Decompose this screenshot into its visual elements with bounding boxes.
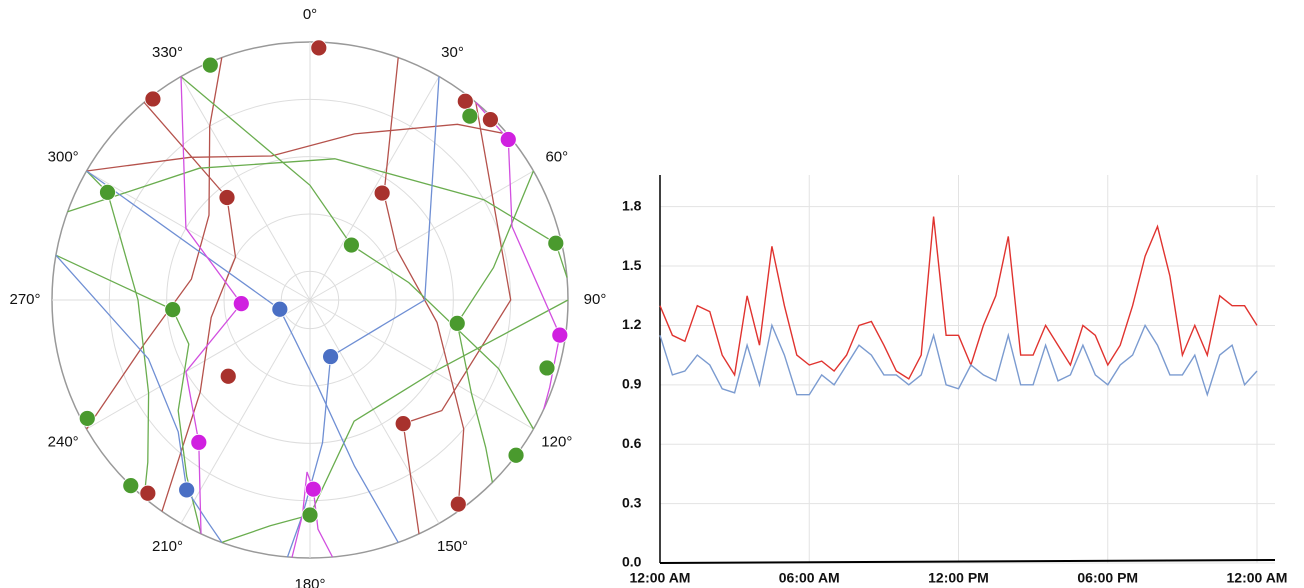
series-line: [659, 323, 1258, 398]
spoke: [86, 170, 311, 301]
x-tick-label: 06:00 PM: [1077, 570, 1138, 586]
az-label: 300°: [48, 148, 79, 165]
track: [86, 170, 399, 543]
az-label: 120°: [541, 433, 572, 450]
az-label: 90°: [584, 291, 607, 308]
satellite: [301, 506, 319, 524]
az-label: 30°: [441, 44, 464, 61]
az-label: 210°: [152, 538, 183, 555]
satellite: [218, 189, 236, 206]
satellite: [99, 183, 116, 201]
spoke: [180, 76, 311, 301]
y-tick-label: 0.9: [622, 376, 642, 392]
spoke: [309, 299, 534, 430]
az-label: 0°: [303, 6, 317, 23]
y-tick-label: 1.8: [622, 197, 642, 213]
y-tick-label: 0.3: [622, 494, 642, 510]
satellite: [461, 107, 479, 125]
spoke: [309, 76, 440, 301]
spoke: [309, 170, 534, 301]
satellite: [232, 295, 250, 313]
track: [67, 158, 568, 278]
satellite: [449, 495, 467, 513]
spoke: [309, 299, 440, 524]
track: [456, 170, 535, 483]
satellite: [164, 301, 182, 318]
satellite: [310, 39, 328, 57]
track: [86, 123, 508, 172]
satellite: [271, 300, 289, 318]
satellite: [139, 484, 157, 502]
satellite: [373, 184, 391, 202]
y-tick-label: 0.6: [622, 435, 642, 451]
az-label: 60°: [545, 148, 568, 165]
az-label: 240°: [48, 433, 79, 450]
series-line: [659, 216, 1258, 380]
satellite: [482, 111, 499, 128]
satellite: [219, 367, 237, 385]
satellite: [322, 348, 339, 365]
track: [143, 101, 237, 512]
y-tick-label: 0.0: [622, 554, 642, 570]
satellite: [343, 236, 360, 254]
track: [383, 57, 465, 512]
az-label: 330°: [152, 44, 183, 61]
track: [291, 471, 334, 558]
satellite: [201, 56, 219, 74]
satellite: [304, 480, 322, 498]
track: [402, 102, 512, 534]
satellite: [190, 433, 208, 451]
satellite: [394, 415, 412, 433]
satellite: [78, 410, 96, 427]
track: [180, 76, 243, 534]
az-label: 270°: [9, 291, 40, 308]
track: [86, 170, 150, 498]
satellite: [551, 326, 569, 344]
satellite: [507, 446, 525, 464]
spoke: [180, 299, 311, 524]
track: [180, 76, 534, 430]
track: [55, 254, 223, 543]
satellite: [499, 131, 517, 148]
spoke: [86, 299, 311, 430]
az-label: 150°: [437, 538, 468, 555]
satellite: [547, 234, 565, 252]
x-tick-label: 12:00 PM: [928, 570, 989, 586]
az-label: 180°: [294, 576, 325, 588]
satellite: [538, 359, 556, 377]
x-tick-label: 12:00 AM: [630, 570, 691, 586]
x-tick-label: 06:00 AM: [779, 570, 840, 586]
satellite: [144, 90, 162, 108]
y-tick-label: 1.5: [622, 257, 642, 273]
track: [286, 76, 440, 558]
y-tick-label: 1.2: [622, 316, 642, 332]
satellite: [448, 314, 466, 332]
satellite: [456, 92, 474, 110]
track: [221, 299, 569, 544]
satellite: [178, 481, 196, 499]
x-axis: [659, 559, 1276, 564]
satellite: [122, 477, 140, 494]
x-tick-label: 12:00 AM: [1227, 570, 1288, 586]
